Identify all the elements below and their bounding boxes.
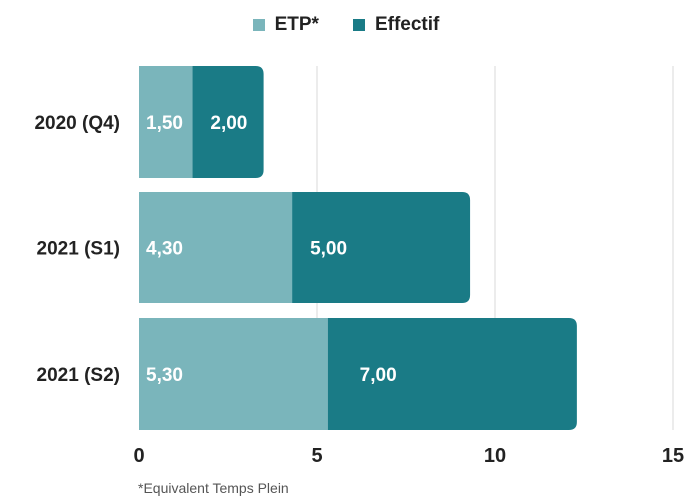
data-label-effectif-1: 5,00 (310, 239, 347, 260)
bar-etp-0 (139, 66, 193, 178)
x-tick-label-0: 0 (133, 445, 144, 467)
data-label-etp-2: 5,30 (146, 365, 183, 386)
bar-effectif-0 (192, 66, 264, 178)
data-label-etp-0: 1,50 (146, 113, 183, 134)
data-label-etp-1: 4,30 (146, 239, 183, 260)
bar-etp-1 (139, 192, 293, 303)
category-label-0: 2020 (Q4) (34, 113, 120, 134)
legend-swatch-effectif (352, 19, 365, 31)
x-tick-label-15: 15 (662, 445, 684, 467)
bar-effectif-2 (327, 318, 577, 430)
legend-label-effectif: Effectif (374, 14, 440, 35)
footnote: *Equivalent Temps Plein (138, 480, 289, 496)
legend-item-etp: ETP* (252, 14, 319, 36)
legend-swatch-etp (252, 19, 265, 31)
data-label-effectif-2: 7,00 (360, 365, 397, 386)
x-tick-label-5: 5 (311, 445, 322, 467)
legend-label-etp: ETP* (274, 14, 319, 35)
legend-item-effectif: Effectif (352, 14, 440, 36)
bar-effectif-1 (292, 192, 471, 303)
x-tick-label-10: 10 (484, 445, 506, 467)
category-label-2: 2021 (S2) (37, 365, 120, 386)
data-label-effectif-0: 2,00 (210, 113, 247, 134)
category-label-1: 2021 (S1) (37, 239, 120, 260)
bar-etp-2 (139, 318, 328, 430)
chart-legend: ETP* Effectif (0, 14, 692, 36)
